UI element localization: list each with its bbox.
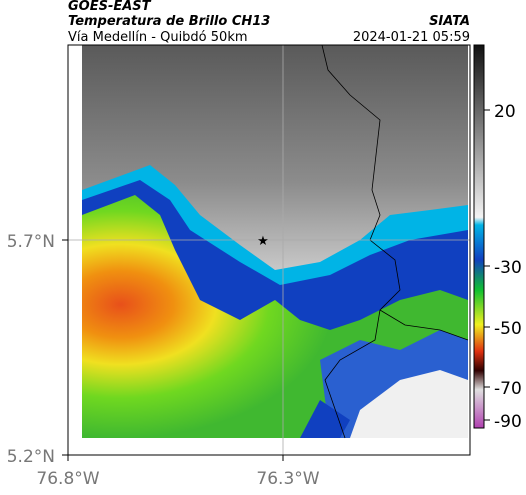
imagery — [82, 45, 468, 438]
border-line — [324, 309, 381, 439]
colorbar — [473, 44, 485, 429]
product-title: Temperatura de Brillo CH13 — [68, 14, 270, 29]
satellite-name: GOES-EAST — [68, 0, 152, 14]
lat-label: 5.2°N — [7, 447, 55, 467]
colorbar-label: -50 — [494, 319, 522, 339]
lon-label: 76.3°W — [256, 469, 319, 489]
colorbar-label: -90 — [494, 412, 522, 432]
datetime: 2024-01-21 05:59 — [353, 30, 470, 45]
agency: SIATA — [429, 14, 470, 29]
region: Vía Medellín - Quibdó 50km — [68, 30, 248, 45]
frame — [67, 44, 471, 456]
lat-label: 5.7°N — [7, 232, 55, 252]
colorbar-label: -70 — [494, 379, 522, 399]
location-star: ★ — [257, 234, 269, 249]
colorbar-label: -30 — [494, 258, 522, 278]
colorbar-label: 20 — [494, 102, 516, 122]
lon-label: 76.8°W — [36, 469, 99, 489]
